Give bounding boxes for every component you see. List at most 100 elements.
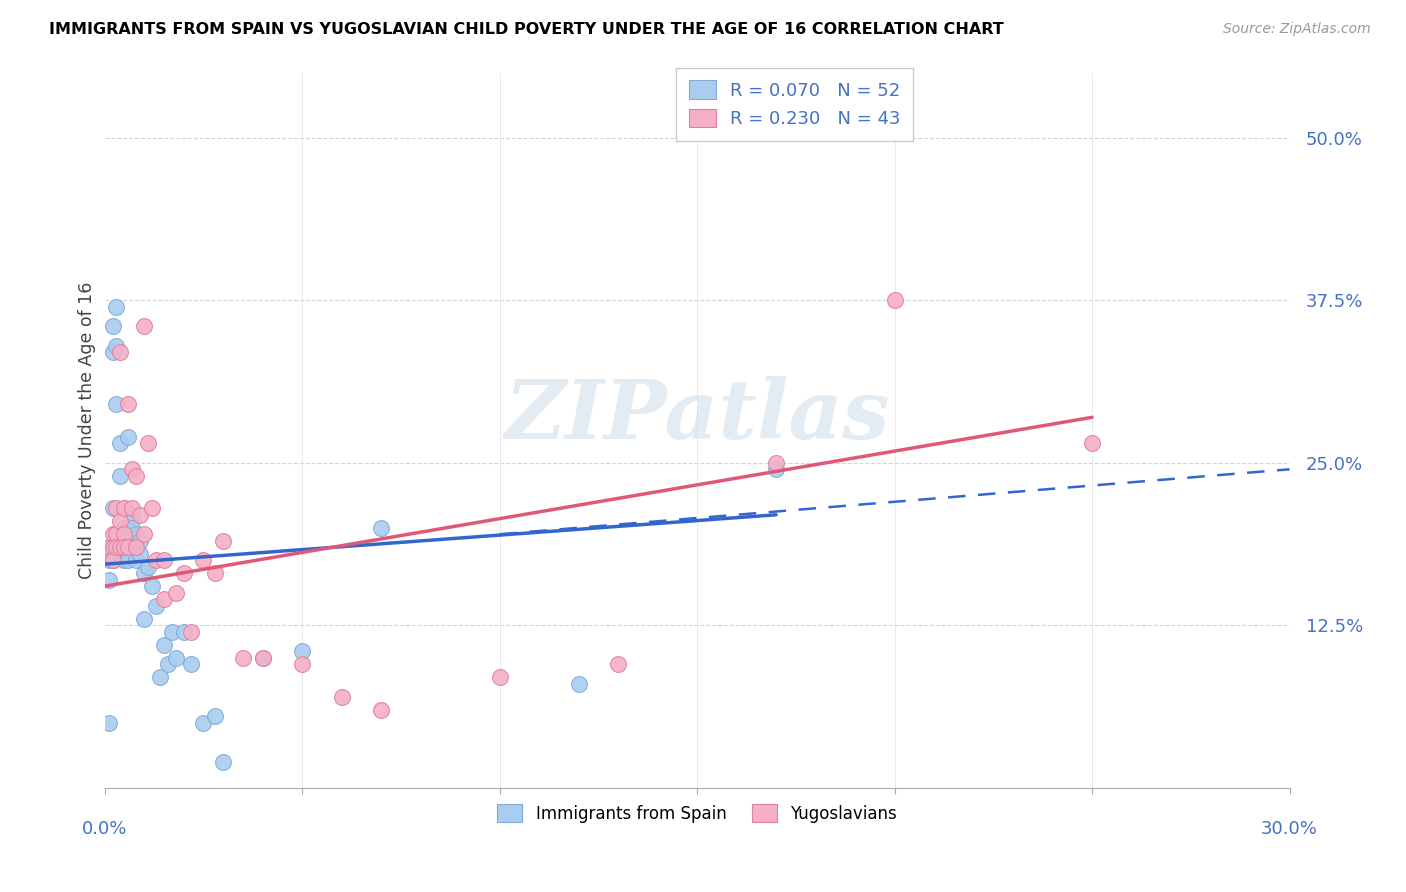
Point xyxy=(121,501,143,516)
Point xyxy=(105,527,128,541)
Point xyxy=(125,468,148,483)
Point xyxy=(101,553,124,567)
Text: ZIPatlas: ZIPatlas xyxy=(505,376,890,456)
Point xyxy=(101,319,124,334)
Point xyxy=(145,553,167,567)
Point xyxy=(105,397,128,411)
Point xyxy=(153,592,176,607)
Point xyxy=(117,430,139,444)
Point xyxy=(110,468,132,483)
Point xyxy=(97,573,120,587)
Point xyxy=(132,319,155,334)
Point xyxy=(136,436,159,450)
Point xyxy=(180,624,202,639)
Point xyxy=(117,553,139,567)
Point xyxy=(132,566,155,581)
Point xyxy=(117,521,139,535)
Text: 30.0%: 30.0% xyxy=(1261,820,1317,838)
Y-axis label: Child Poverty Under the Age of 16: Child Poverty Under the Age of 16 xyxy=(79,282,96,579)
Point xyxy=(112,541,135,555)
Point xyxy=(136,559,159,574)
Point xyxy=(193,715,215,730)
Point xyxy=(105,541,128,555)
Point xyxy=(117,397,139,411)
Point xyxy=(173,566,195,581)
Point xyxy=(117,533,139,548)
Point xyxy=(141,501,163,516)
Point xyxy=(121,521,143,535)
Point xyxy=(232,650,254,665)
Point xyxy=(765,456,787,470)
Point xyxy=(370,703,392,717)
Point xyxy=(101,527,124,541)
Point xyxy=(125,541,148,555)
Point xyxy=(117,541,139,555)
Point xyxy=(1081,436,1104,450)
Point xyxy=(105,300,128,314)
Point xyxy=(141,579,163,593)
Point xyxy=(110,514,132,528)
Point xyxy=(132,527,155,541)
Point xyxy=(153,638,176,652)
Text: 0.0%: 0.0% xyxy=(82,820,128,838)
Point xyxy=(180,657,202,672)
Point xyxy=(370,521,392,535)
Point xyxy=(156,657,179,672)
Point xyxy=(132,612,155,626)
Point xyxy=(291,644,314,658)
Point xyxy=(252,650,274,665)
Point xyxy=(101,541,124,555)
Text: Source: ZipAtlas.com: Source: ZipAtlas.com xyxy=(1223,22,1371,37)
Point xyxy=(112,553,135,567)
Point xyxy=(110,345,132,359)
Point xyxy=(105,527,128,541)
Point xyxy=(568,676,591,690)
Point xyxy=(883,293,905,308)
Point xyxy=(97,553,120,567)
Point xyxy=(129,533,152,548)
Point xyxy=(125,527,148,541)
Point xyxy=(165,650,187,665)
Point xyxy=(488,670,510,684)
Point xyxy=(105,339,128,353)
Point xyxy=(125,553,148,567)
Point xyxy=(204,566,226,581)
Point xyxy=(112,527,135,541)
Point xyxy=(105,547,128,561)
Legend: Immigrants from Spain, Yugoslavians: Immigrants from Spain, Yugoslavians xyxy=(491,797,903,830)
Point xyxy=(765,462,787,476)
Point xyxy=(121,462,143,476)
Point xyxy=(149,670,172,684)
Point xyxy=(101,345,124,359)
Point xyxy=(112,501,135,516)
Point xyxy=(121,541,143,555)
Point xyxy=(110,541,132,555)
Point xyxy=(193,553,215,567)
Point xyxy=(97,715,120,730)
Point xyxy=(101,553,124,567)
Point xyxy=(212,755,235,769)
Point xyxy=(291,657,314,672)
Point xyxy=(204,709,226,723)
Point xyxy=(121,508,143,522)
Point xyxy=(101,501,124,516)
Point xyxy=(112,501,135,516)
Point xyxy=(129,508,152,522)
Point xyxy=(173,624,195,639)
Point xyxy=(153,553,176,567)
Point xyxy=(105,501,128,516)
Point xyxy=(110,547,132,561)
Text: IMMIGRANTS FROM SPAIN VS YUGOSLAVIAN CHILD POVERTY UNDER THE AGE OF 16 CORRELATI: IMMIGRANTS FROM SPAIN VS YUGOSLAVIAN CHI… xyxy=(49,22,1004,37)
Point xyxy=(330,690,353,704)
Point xyxy=(105,541,128,555)
Point xyxy=(110,527,132,541)
Point xyxy=(112,521,135,535)
Point xyxy=(160,624,183,639)
Point xyxy=(129,547,152,561)
Point xyxy=(252,650,274,665)
Point xyxy=(97,541,120,555)
Point xyxy=(165,585,187,599)
Point xyxy=(607,657,630,672)
Point xyxy=(110,436,132,450)
Point xyxy=(212,533,235,548)
